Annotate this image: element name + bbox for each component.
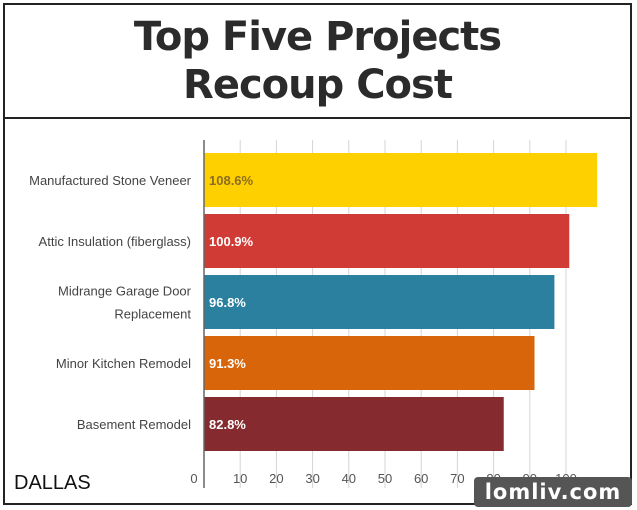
value-label-2: 96.8% — [209, 295, 246, 310]
x-tick-label-3: 30 — [305, 471, 319, 486]
category-label-0-0: Manufactured Stone Veneer — [29, 173, 192, 188]
value-label-0: 108.6% — [209, 173, 254, 188]
x-tick-label-0: 0 — [190, 471, 197, 486]
chart-title-line-1: Top Five Projects — [133, 14, 502, 60]
region-label: DALLAS — [14, 472, 91, 494]
x-tick-label-7: 70 — [450, 471, 464, 486]
category-label-2-0: Midrange Garage Door — [58, 284, 192, 299]
watermark-logo: lomliv.com — [474, 477, 632, 507]
bar-3 — [204, 336, 535, 390]
bar-4 — [204, 397, 504, 451]
x-tick-label-2: 20 — [269, 471, 283, 486]
value-label-4: 82.8% — [209, 417, 246, 432]
title-box: Top Five Projects Recoup Cost — [5, 5, 630, 119]
bar-1 — [204, 214, 570, 268]
category-label-2-1: Replacement — [114, 307, 191, 322]
x-tick-label-6: 60 — [414, 471, 428, 486]
x-tick-label-5: 50 — [378, 471, 392, 486]
bar-2 — [204, 275, 555, 329]
category-label-1-0: Attic Insulation (fiberglass) — [39, 234, 191, 249]
category-label-3-0: Minor Kitchen Remodel — [56, 356, 191, 371]
value-label-3: 91.3% — [209, 356, 246, 371]
value-label-1: 100.9% — [209, 234, 254, 249]
x-tick-label-4: 40 — [342, 471, 356, 486]
chart-title-line-2: Recoup Cost — [183, 62, 453, 108]
bar-0 — [204, 153, 598, 207]
category-label-4-0: Basement Remodel — [77, 417, 191, 432]
x-tick-label-1: 10 — [233, 471, 247, 486]
